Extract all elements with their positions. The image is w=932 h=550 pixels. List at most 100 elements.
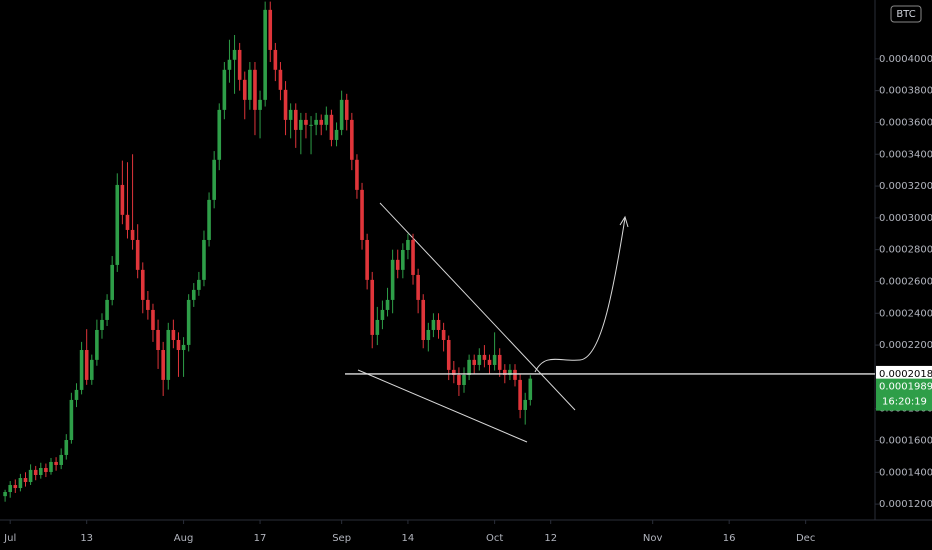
candle-body <box>181 344 186 351</box>
candle-body <box>523 399 528 410</box>
candle-body <box>186 299 191 345</box>
candle-body <box>334 129 339 140</box>
candle-body <box>319 119 324 125</box>
x-tick-label: 16 <box>723 533 736 544</box>
x-tick-label: 14 <box>402 533 415 544</box>
candle-body <box>344 99 349 120</box>
x-tick-label: 12 <box>544 533 557 544</box>
candle-body <box>360 189 364 240</box>
candle-body <box>253 69 257 110</box>
candle-body <box>161 350 165 380</box>
candle-body <box>18 478 23 489</box>
candle-body <box>130 229 135 240</box>
candle-body <box>324 114 329 125</box>
candle-body <box>508 369 512 375</box>
candle-body <box>452 369 456 375</box>
x-tick-label: 13 <box>80 533 93 544</box>
trend-line <box>357 369 528 443</box>
candle-body <box>156 329 160 351</box>
candle-body <box>395 259 400 270</box>
candle-body <box>212 159 216 200</box>
candle-body <box>115 184 120 265</box>
candle-body <box>44 468 48 472</box>
candle-body <box>89 359 94 380</box>
candle-body <box>431 319 436 330</box>
candle-body <box>13 485 18 489</box>
candle-body <box>125 214 130 230</box>
candle-body <box>380 309 385 320</box>
candle-body <box>436 319 441 330</box>
candle-body <box>100 319 104 330</box>
x-tick-label: 17 <box>254 533 267 544</box>
candle-body <box>197 279 201 290</box>
candle-body <box>375 319 380 335</box>
candle-body <box>23 478 28 482</box>
candle-body <box>54 461 58 465</box>
candle-body <box>33 469 38 475</box>
candle-body <box>518 379 522 410</box>
x-tick-label: Jul <box>3 533 16 544</box>
price-line-box <box>876 365 932 382</box>
candle-body <box>105 299 109 320</box>
candle-body <box>370 279 375 335</box>
candle-body <box>8 485 12 493</box>
candle-body <box>74 389 79 400</box>
candle-body <box>421 299 426 340</box>
candle-body <box>283 89 288 120</box>
candle-body <box>248 69 252 100</box>
candle-body <box>242 79 247 100</box>
candle-body <box>365 239 369 280</box>
last-price-box <box>876 378 932 411</box>
candle-body <box>38 468 43 475</box>
candle-body <box>462 374 466 385</box>
candle-body <box>309 124 313 126</box>
candle-body <box>84 350 89 380</box>
candle-body <box>171 329 176 340</box>
arrow-head <box>619 215 629 228</box>
candle-body <box>79 350 84 390</box>
candle-body <box>329 114 334 140</box>
candle-body <box>487 359 492 365</box>
projection-curve <box>534 217 626 373</box>
currency-badge <box>890 5 922 23</box>
candle-body <box>497 354 502 370</box>
candle-body <box>120 184 125 215</box>
candle-body <box>472 359 477 365</box>
candle-body <box>411 239 415 275</box>
candle-body <box>64 440 69 455</box>
candle-body <box>467 359 471 375</box>
candle-body <box>176 339 181 351</box>
candle-body <box>207 199 211 240</box>
candle-body <box>293 109 298 130</box>
candle-body <box>227 59 232 70</box>
candle-body <box>350 119 354 160</box>
candle-body <box>3 492 7 497</box>
candle-body <box>314 119 318 125</box>
last-price-label: 0.00019890 <box>879 382 932 393</box>
candle-body <box>299 119 303 130</box>
candle-body <box>406 239 410 250</box>
x-tick-label: Oct <box>486 533 503 544</box>
candle-body <box>59 454 63 465</box>
candle-body <box>492 354 497 365</box>
candle-body <box>49 461 53 472</box>
candle-body <box>268 9 273 50</box>
price-line-label: 0.00020186 <box>879 369 932 380</box>
candle-body <box>146 299 150 310</box>
candle-body <box>273 49 278 70</box>
candle-body <box>202 239 206 280</box>
candle-body <box>416 274 420 300</box>
